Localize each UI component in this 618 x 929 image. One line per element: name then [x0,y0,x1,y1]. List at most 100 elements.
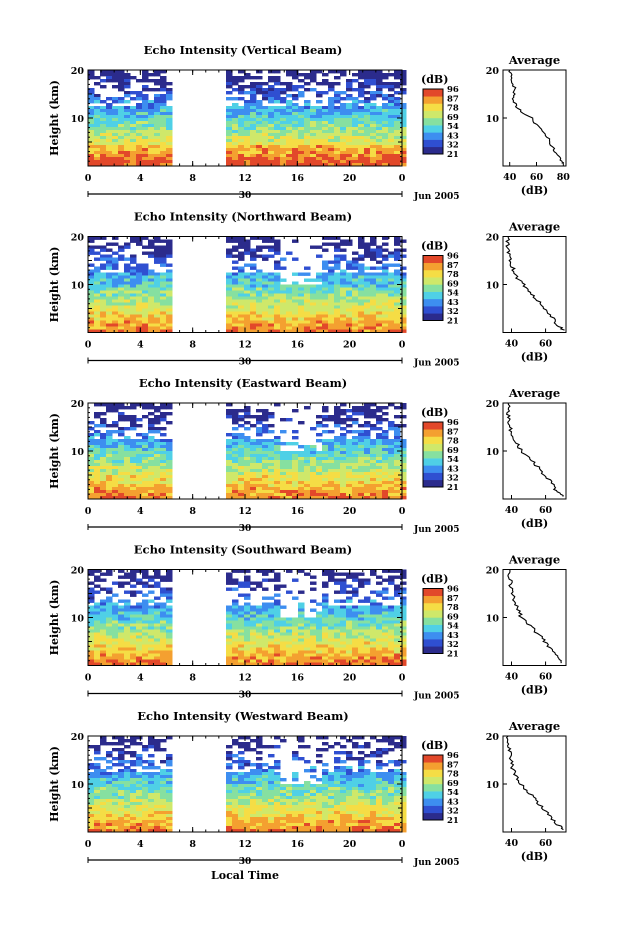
colorbar-swatch [423,306,443,314]
heatmap-cell [340,641,347,645]
heatmap-cell [304,406,311,410]
heatmap-cell [154,251,161,255]
heatmap-cell [88,236,95,240]
heatmap-cell [256,284,263,288]
heatmap-cell [358,76,365,80]
heatmap-cell [352,142,359,146]
heatmap-cell [268,124,275,128]
heatmap-cell [340,475,347,479]
heatmap-cell [160,263,167,267]
heatmap-cell [232,623,239,627]
heatmap-cell [166,632,173,636]
heatmap-cell [286,478,293,482]
heatmap-cell [394,115,401,119]
heatmap-cell [124,463,131,467]
heatmap-cell [304,311,311,315]
heatmap-cell [286,460,293,464]
heatmap-cell [106,644,113,648]
heatmap-cell [364,272,371,276]
heatmap-cell [280,127,287,131]
heatmap-cell [394,112,401,116]
heatmap-cell [322,620,329,624]
heatmap-cell [112,260,119,264]
heatmap-cell [166,590,173,594]
heatmap-cell [148,451,155,455]
heatmap-cell [148,269,155,273]
heatmap-cell [106,430,113,434]
heatmap-cell [280,478,287,482]
heatmap-cell [160,145,167,149]
heatmap-cell [334,466,341,470]
heatmap-cell [310,329,317,333]
heatmap-cell [376,245,383,249]
heatmap-cell [142,617,149,621]
heatmap-cell [364,130,371,134]
heatmap-cell [250,97,257,101]
heatmap-cell [118,478,125,482]
heatmap-cell [376,311,383,315]
heatmap-cell [94,323,101,327]
heatmap-cell [376,281,383,285]
heatmap-cell [148,293,155,297]
heatmap-cell [400,326,407,330]
heatmap-cell [130,299,137,303]
heatmap-cell [142,109,149,113]
heatmap-cell [358,457,365,461]
heatmap-cell [256,142,263,146]
heatmap-cell [124,73,131,77]
heatmap-cell [382,157,389,161]
heatmap-cell [232,626,239,630]
heatmap-cell [388,109,395,113]
heatmap-cell [268,79,275,83]
heatmap-cell [244,415,251,419]
heatmap-cell [316,142,323,146]
heatmap-cell [106,469,113,473]
heatmap-cell [226,281,233,285]
heatmap-cell [340,115,347,119]
heatmap-cell [118,109,125,113]
heatmap-cell [334,145,341,149]
heatmap-cell [166,248,173,252]
heatmap-cell [316,112,323,116]
heatmap-cell [94,487,101,491]
heatmap-cell [298,487,305,491]
heatmap-cell [334,418,341,422]
heatmap-cell [268,644,275,648]
heatmap-cell [118,73,125,77]
heatmap-cell [358,638,365,642]
heatmap-cell [286,662,293,666]
heatmap-cell [118,472,125,476]
x-tick-label: 16 [291,506,305,517]
heatmap-cell [94,100,101,104]
heatmap-cell [340,293,347,297]
heatmap-cell [88,617,95,621]
heatmap-cell [154,88,161,92]
heatmap-cell [166,569,173,573]
heatmap-cell [226,85,233,89]
heatmap-cell [148,493,155,497]
heatmap-cell [148,412,155,416]
colorbar-tick-label: 32 [447,141,459,151]
heatmap-cell [340,124,347,128]
heatmap-cell [286,418,293,422]
heatmap-cell [244,617,251,621]
heatmap-cell [262,442,269,446]
heatmap-cell [130,484,137,488]
heatmap-cell [88,148,95,152]
heatmap-cell [88,281,95,285]
heatmap-cell [280,314,287,318]
heatmap-cell [370,76,377,80]
heatmap-cell [256,106,263,110]
heatmap-cell [328,496,335,500]
heatmap-cell [364,656,371,660]
heatmap-cell [142,608,149,612]
heatmap-cell [256,644,263,648]
heatmap-cell [256,608,263,612]
heatmap-cell [88,626,95,630]
heatmap-cell [352,257,359,261]
heatmap-cell [232,457,239,461]
heatmap-cell [262,412,269,416]
heatmap-cell [298,632,305,636]
heatmap-cell [322,115,329,119]
